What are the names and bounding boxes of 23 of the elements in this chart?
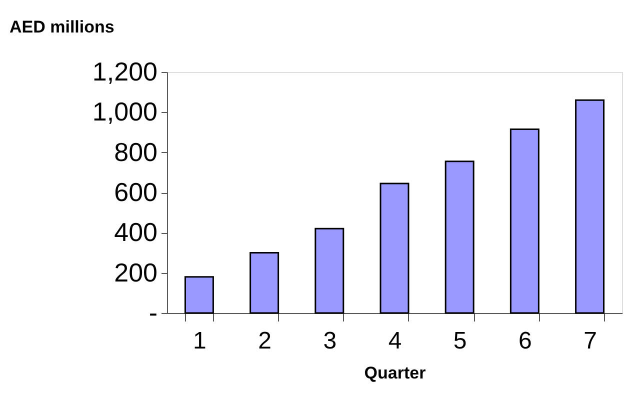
- y-axis-title: AED millions: [10, 18, 114, 36]
- x-tick-label: 1: [193, 328, 206, 354]
- bar: [250, 252, 280, 314]
- bar: [510, 128, 540, 314]
- bar: [380, 182, 410, 314]
- x-tick-label: 7: [584, 328, 597, 354]
- x-tick-label: 6: [518, 328, 532, 354]
- y-tick-label: 800: [114, 136, 158, 167]
- y-tick-label: -: [148, 298, 158, 328]
- y-tick-label: 200: [114, 257, 158, 288]
- x-tick-label: 2: [258, 328, 272, 354]
- bar: [314, 228, 344, 314]
- bar: [444, 160, 474, 314]
- y-tick-label: 1,000: [92, 96, 158, 127]
- y-tick-label: 600: [114, 177, 158, 207]
- x-tick-label: 3: [323, 328, 337, 354]
- y-tick-label: 1,200: [92, 56, 158, 86]
- x-axis-title: Quarter: [364, 364, 426, 382]
- bar: [184, 276, 214, 314]
- bar: [575, 99, 605, 314]
- x-tick-label: 5: [453, 328, 467, 354]
- y-tick-label: 400: [114, 217, 158, 248]
- x-tick-label: 4: [388, 328, 402, 354]
